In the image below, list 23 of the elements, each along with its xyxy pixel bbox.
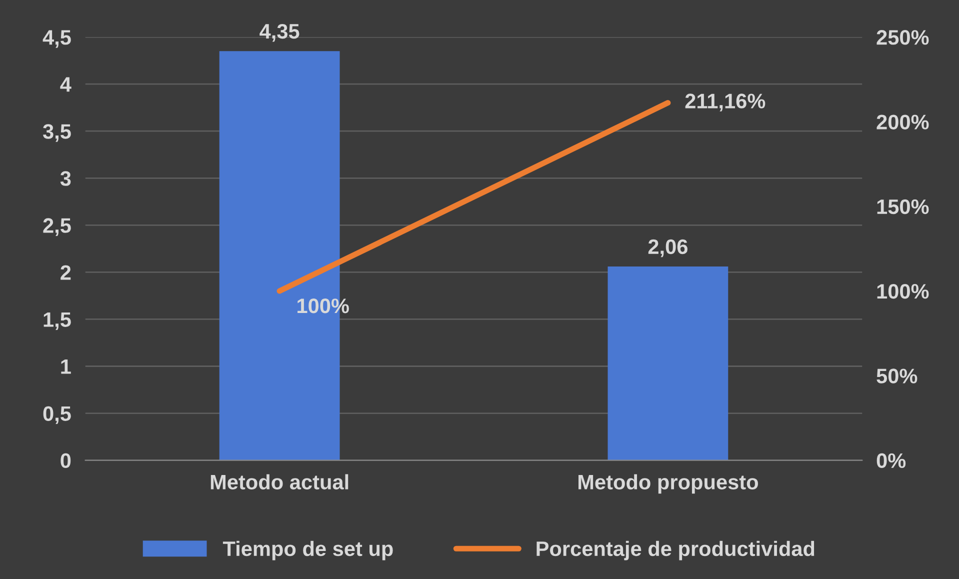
y2-tick-label: 50% [876,368,918,384]
y2-tick-label: 0% [876,453,906,468]
data-label: 2,06 [648,239,688,258]
y-tick-label: 2,5 [43,218,71,236]
y-tick-label: 4,5 [42,30,71,48]
y-tick-label: 3,5 [42,124,71,142]
y-tick-label: 3 [60,171,71,186]
y2-tick-label: 150% [877,199,929,214]
legend-label: Tiempo de set up [222,540,393,560]
y-tick-label: 1,5 [44,312,71,330]
x-tick-label: Metodo propuesto [578,474,758,494]
y2-tick-label: 100% [877,284,929,299]
y-tick-label: 2 [60,265,71,280]
y2-tick-label: 250% [876,30,929,45]
y-tick-label: 4 [60,77,72,92]
legend-label: Porcentaje de productividad [536,540,814,560]
y2-tick-label: 200% [876,114,929,130]
y-tick-label: 0 [60,453,71,468]
data-label: 211,16% [685,94,766,112]
y-tick-label: 1 [61,359,71,374]
data-label: 4,35 [260,24,300,42]
x-tick-label: Metodo actual [210,474,348,490]
y-tick-label: 0,5 [43,406,71,424]
